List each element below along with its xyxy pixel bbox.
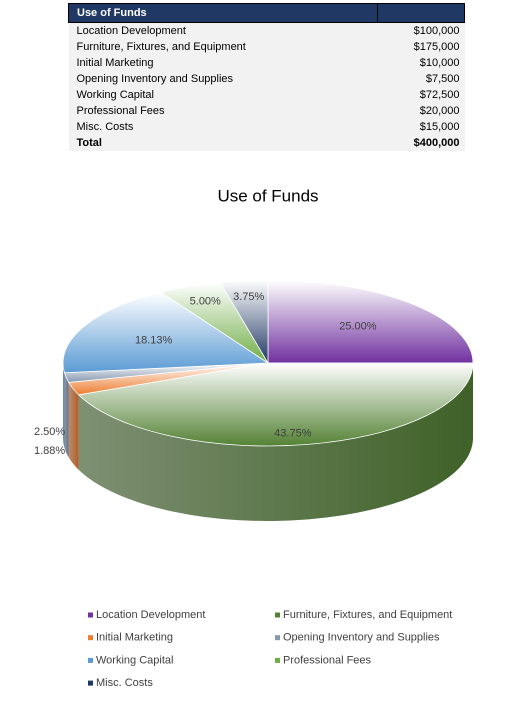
table-row: Working Capital $72,500 [68, 87, 465, 103]
value-label: 43.75% [274, 427, 312, 439]
legend-label: Location Development [96, 609, 205, 621]
value-label: 1.88% [34, 445, 65, 457]
chart: Use of Funds 25.00% 43.75% 2.50% 1.88% 18.13… [34, 186, 474, 689]
legend-label: Furniture, Fixtures, and Equipment [283, 609, 452, 621]
legend-label: Misc. Costs [96, 677, 153, 689]
slice-side [63, 363, 65, 448]
legend-swatch [88, 680, 93, 686]
slice [77, 362, 474, 447]
legend-swatch [275, 657, 280, 663]
legend-label: Working Capital [96, 654, 173, 666]
chart-title: Use of Funds [217, 186, 318, 205]
slice [219, 279, 269, 365]
label-cell: Location Development [68, 22, 378, 39]
label-cell: Initial Marketing [68, 55, 378, 71]
funds-table: Use of Funds Location Development $100,00… [68, 3, 465, 151]
side-shade [78, 363, 473, 521]
value-label: 2.50% [34, 426, 65, 438]
legend-label: Initial Marketing [96, 632, 173, 644]
label-cell: Furniture, Fixtures, and Equipment [68, 39, 378, 55]
value-label: 5.00% [190, 296, 221, 308]
table-row: Misc. Costs $15,000 [68, 119, 465, 135]
amount-cell: $20,000 [377, 103, 465, 119]
amount-cell: $72,500 [377, 87, 465, 103]
slice-side [64, 372, 69, 458]
slice [267, 279, 474, 364]
side-shade [68, 382, 79, 470]
amount-cell: $15,000 [377, 119, 465, 135]
table-row: Furniture, Fixtures, and Equipment $175,0… [68, 39, 465, 55]
amount-cell: $400,000 [377, 135, 465, 151]
amount-cell: $175,000 [377, 39, 465, 55]
amount-cell: $7,500 [377, 71, 465, 87]
label-cell: Total [68, 135, 378, 151]
side-shade [63, 363, 65, 448]
side-shade [64, 372, 69, 458]
table-row: Initial Marketing $10,000 [68, 55, 465, 71]
slice-side [78, 363, 473, 521]
amount-cell: $100,000 [377, 22, 465, 39]
slice-side [68, 382, 79, 470]
table-header: Use of Funds [68, 3, 465, 23]
label-cell: Misc. Costs [68, 119, 378, 135]
value-label: 25.00% [339, 321, 377, 333]
legend-swatch [88, 657, 93, 663]
legend-swatch [275, 612, 280, 618]
label-cell: Opening Inventory and Supplies [68, 71, 378, 87]
amount-cell: $10,000 [377, 55, 465, 71]
legend-swatch [88, 635, 93, 641]
table-row: Location Development $100,000 [68, 22, 465, 39]
table-row: Opening Inventory and Supplies $7,500 [68, 71, 465, 87]
table-row: Total $400,000 [68, 135, 465, 151]
legend-swatch [88, 612, 93, 618]
header-blank [377, 3, 465, 23]
legend-label: Professional Fees [283, 654, 372, 666]
legend-swatch [275, 635, 280, 641]
slice [62, 291, 270, 374]
header-title: Use of Funds [68, 3, 378, 23]
label-cell: Working Capital [68, 87, 378, 103]
legend-label: Opening Inventory and Supplies [283, 632, 440, 644]
value-label: 3.75% [233, 291, 264, 303]
table-row: Professional Fees $20,000 [68, 103, 465, 119]
value-label: 18.13% [135, 334, 173, 346]
label-cell: Professional Fees [68, 103, 378, 119]
